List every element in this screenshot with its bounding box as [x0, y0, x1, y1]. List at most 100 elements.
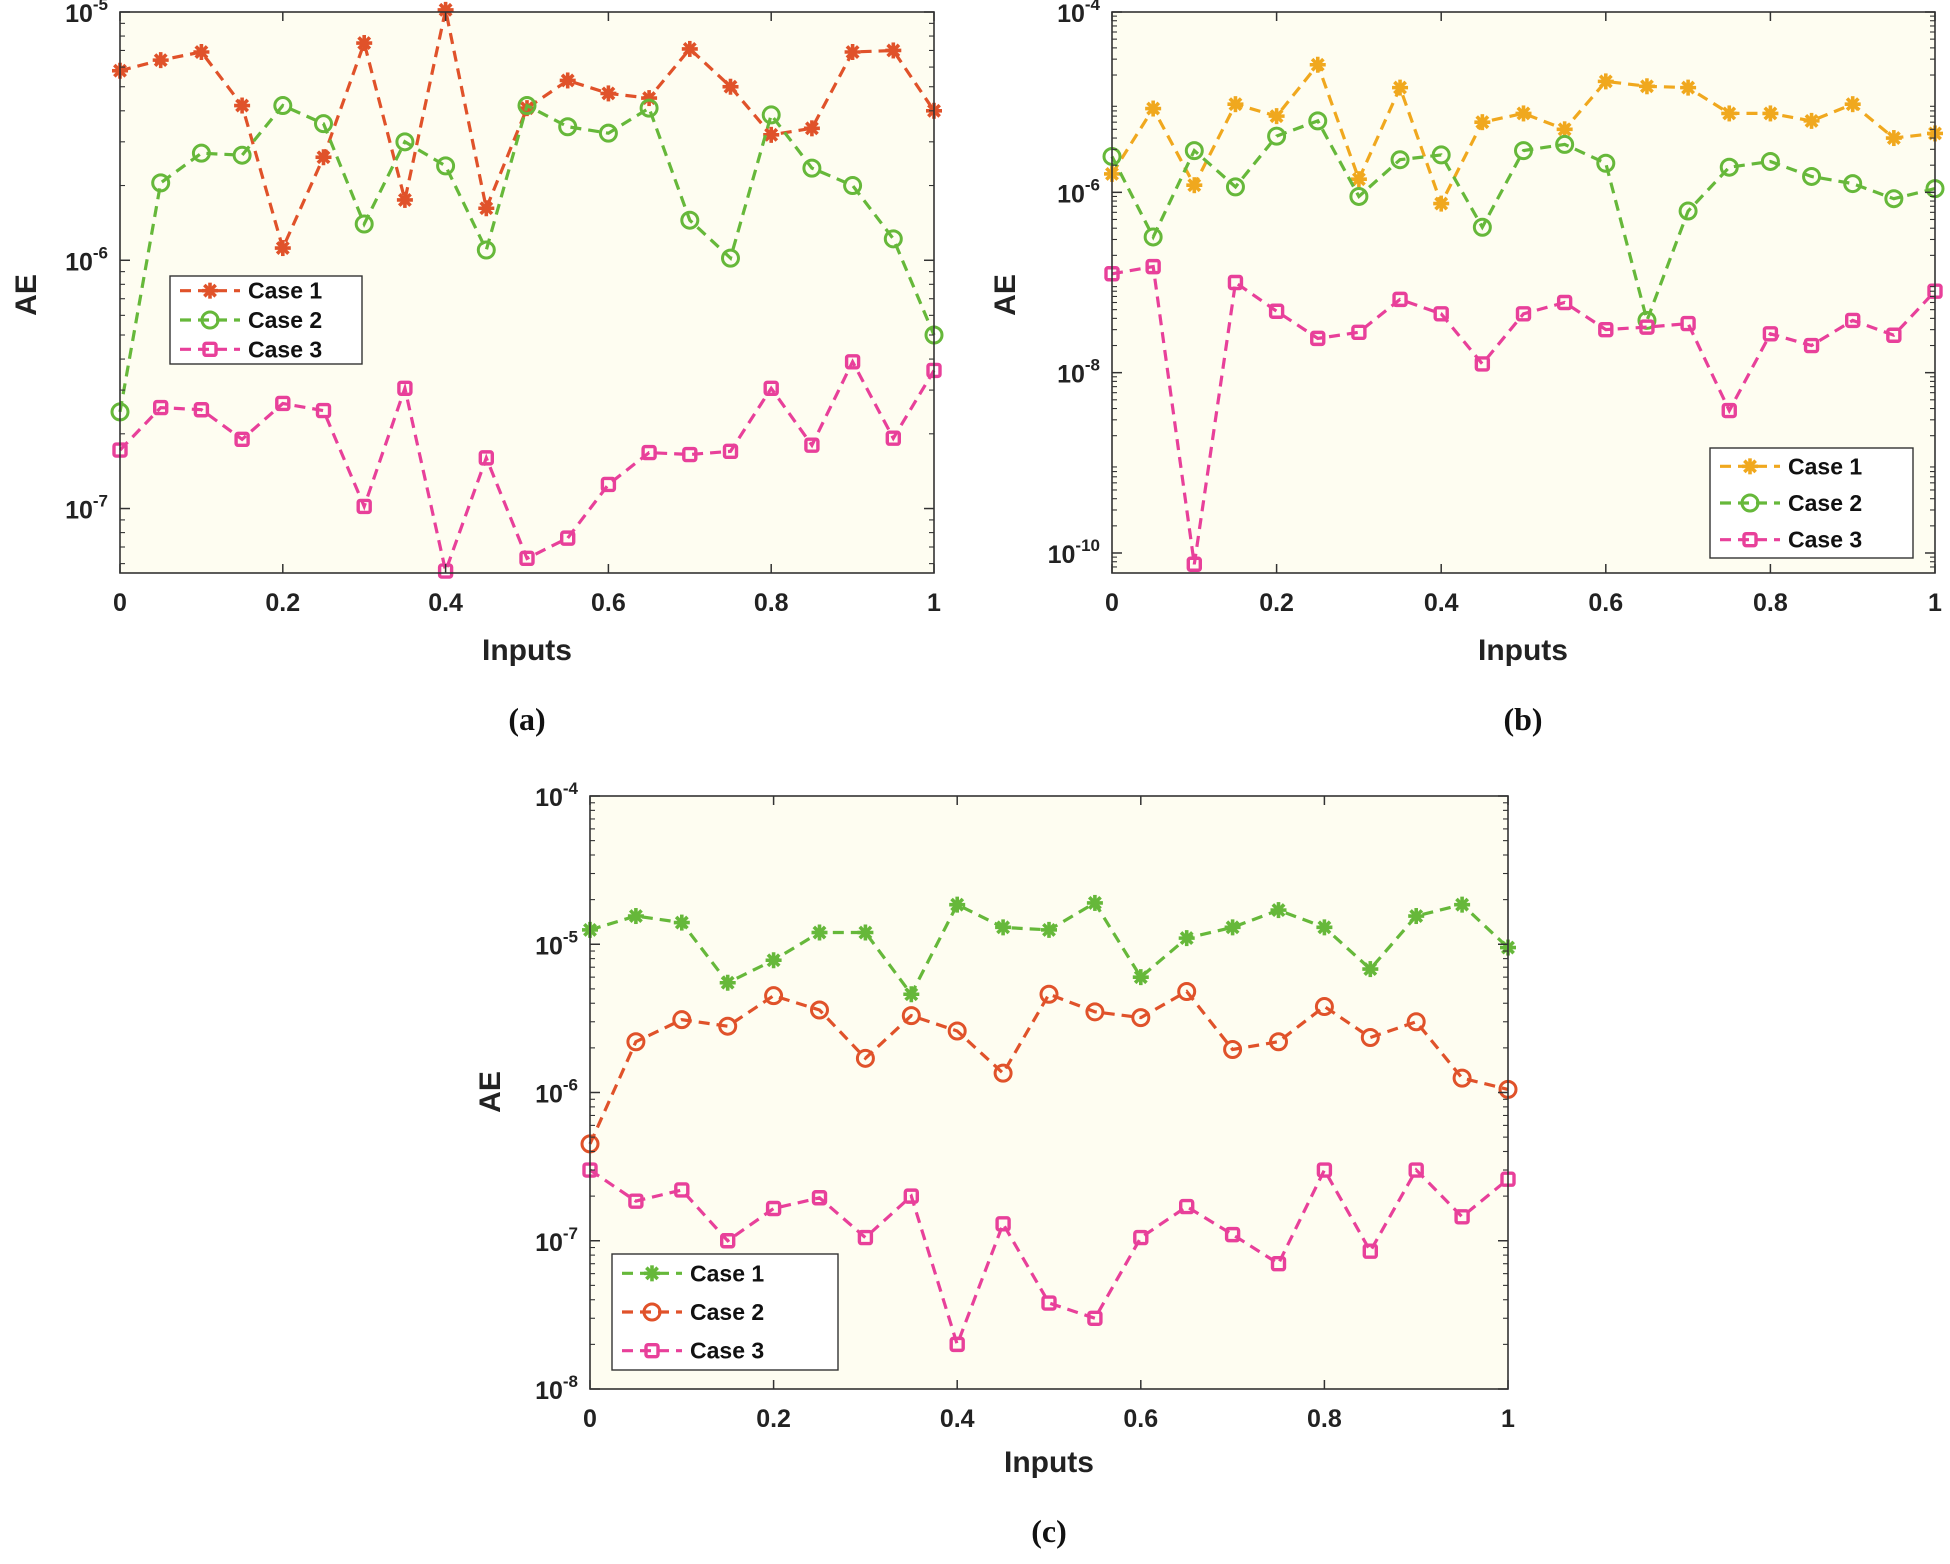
panel-b-x-tick-label: 0	[1105, 589, 1119, 617]
panel-a-series-1-point	[274, 240, 291, 257]
panel-a-series-1-point	[315, 149, 332, 166]
panel-a-y-tick-label: 10-5	[65, 0, 108, 28]
panel-b-series-3-point	[1680, 315, 1696, 332]
panel-c-series-1-point	[1178, 930, 1195, 947]
panel-a-series-3-point	[885, 430, 901, 446]
panel-a-series-3-point	[763, 380, 779, 397]
panel-c-series-3-point	[995, 1216, 1011, 1232]
panel-a-series-2-point	[314, 114, 333, 134]
panel-c-y-tick-label: 10-4	[535, 779, 578, 812]
panel-c: 0 0.2 0.4 0.6 0.8 1 10-8 10-7 10-6 10-5 10-4 Inputs…	[474, 779, 1518, 1549]
panel-a-x-tick-label: 0.8	[754, 589, 789, 617]
panel-a-series-3-point	[397, 380, 413, 397]
panel-b-series-1-point	[1227, 96, 1244, 113]
panel-a-series-1-point	[885, 42, 902, 59]
panel-b-legend-marker	[1742, 458, 1758, 475]
panel-a-series-2-point	[843, 176, 863, 196]
panel-b-series-2-point	[1514, 141, 1533, 161]
panel-a-series-3-point	[641, 444, 657, 461]
panel-a-x-tick-label: 1	[927, 589, 941, 617]
panel-c-series-1-point	[1408, 908, 1425, 925]
panel-a-y-tick-label: 10-6	[65, 243, 108, 276]
panel-c-series-3-point	[765, 1200, 782, 1217]
panel-b-series-3-point	[1556, 294, 1573, 311]
panel-c-legend-marker	[642, 1302, 662, 1322]
panel-b-series-1-point	[1392, 79, 1409, 96]
panel-b-series-1-point	[1350, 171, 1367, 188]
panel-b-label: (b)	[1503, 701, 1542, 737]
panel-c-series-1-point	[995, 919, 1012, 936]
panel-b-x-tick-label: 1	[1928, 589, 1942, 617]
panel-b-series-3-point	[1639, 319, 1655, 335]
panel-c-legend-entry: Case 1	[690, 1260, 764, 1286]
panel-c-series-3-point	[903, 1188, 919, 1204]
panel-b-series-1-point	[1597, 73, 1614, 90]
panel-c-x-tick-label: 0	[583, 1405, 597, 1433]
panel-a-series-3-point	[519, 550, 535, 567]
panel-b-series-2-point	[1596, 153, 1616, 173]
panel-a-y-tick-label: 10-7	[65, 492, 108, 525]
panel-c-label: (c)	[1031, 1513, 1067, 1549]
panel-c-series-2-point	[672, 1010, 692, 1030]
panel-c-series-1-point	[949, 896, 966, 913]
panel-b-series-1-point	[1844, 96, 1861, 113]
panel-b-series-3-point	[1227, 274, 1244, 291]
panel-a-legend-entry: Case 1	[248, 278, 322, 304]
panel-a-series-1-point	[681, 40, 698, 57]
panel-c-series-2-point	[901, 1006, 921, 1026]
panel-b-series-1-point	[1309, 56, 1326, 73]
panel-b-series-3-point	[1762, 326, 1779, 342]
panel-b-series-1-point	[1145, 100, 1162, 117]
panel-b-series-1-point	[1556, 121, 1573, 138]
panel-c-y-axis-label: AE	[474, 1071, 507, 1113]
panel-a-series-2-point	[721, 248, 740, 268]
panel-b: 0 0.2 0.4 0.6 0.8 1 10-10 10-8 10-6 10-4 Inputs AE C…	[989, 0, 1945, 737]
panel-b-legend-marker	[1742, 531, 1758, 548]
panel-b-y-tick-label: 10-8	[1057, 356, 1100, 389]
panel-b-series-3-point	[1598, 321, 1614, 338]
panel-c-series-2-point	[626, 1032, 646, 1052]
panel-c-series-3-point	[1316, 1162, 1333, 1178]
panel-c-y-tick-label: 10-7	[535, 1224, 578, 1257]
panel-a-series-1-point	[396, 191, 413, 208]
panel-b-series-2-point	[1431, 145, 1451, 165]
panel-b-x-tick-label: 0.4	[1424, 589, 1459, 617]
panel-a-series-1-point	[763, 126, 780, 143]
panel-a-series-3-point	[682, 446, 698, 463]
panel-b-series-3-point	[1474, 356, 1491, 372]
panel-b-series-3-point	[1803, 337, 1820, 354]
panel-b-series-2-point	[1390, 150, 1410, 170]
panel-c-series-3-point	[720, 1233, 736, 1249]
panel-a-label: (a)	[508, 701, 545, 737]
panel-c-series-3-point	[1041, 1295, 1057, 1311]
panel-a-series-2-point	[639, 98, 659, 118]
panel-c-series-1-point	[1224, 919, 1241, 936]
panel-c-series-1-point	[903, 986, 920, 1003]
panel-a-series-2-point	[680, 210, 700, 230]
panel-c-legend-entry: Case 3	[690, 1338, 764, 1364]
panel-a-y-axis-label: AE	[10, 274, 43, 316]
panel-a-series-2-point	[273, 96, 293, 116]
panel-c-series-1-point	[1132, 969, 1149, 986]
panel-c-series-2-point	[993, 1063, 1013, 1083]
panel-c-series-1-point	[719, 974, 736, 991]
panel-b-series-3-point	[1515, 306, 1532, 322]
panel-a-series-2-line	[118, 103, 936, 413]
panel-b-series-2-point	[1678, 201, 1698, 221]
panel-a-legend-marker	[200, 310, 220, 330]
panel-b-series-1-point	[1186, 177, 1203, 194]
panel-b-series-1	[1104, 56, 1943, 212]
panel-a-series-2-point	[354, 214, 374, 234]
panel-a-series-1-point	[844, 44, 861, 61]
panel-c-series-2-point	[764, 986, 784, 1006]
panel-a-series-1-point	[234, 97, 251, 114]
panel-c-series-2-point	[718, 1016, 738, 1036]
panel-b-y-tick-label: 10-4	[1057, 0, 1100, 28]
panel-b-series-3-point	[1721, 402, 1737, 419]
panel-b-series-1-point	[1680, 79, 1697, 96]
panel-a-x-axis-label: Inputs	[482, 634, 572, 667]
panel-c-x-axis-label: Inputs	[1004, 1446, 1094, 1479]
panel-c-series-1-point	[1316, 919, 1333, 936]
panel-a-x-tick-label: 0.4	[428, 589, 463, 617]
panel-a-series-3-point	[478, 450, 494, 466]
